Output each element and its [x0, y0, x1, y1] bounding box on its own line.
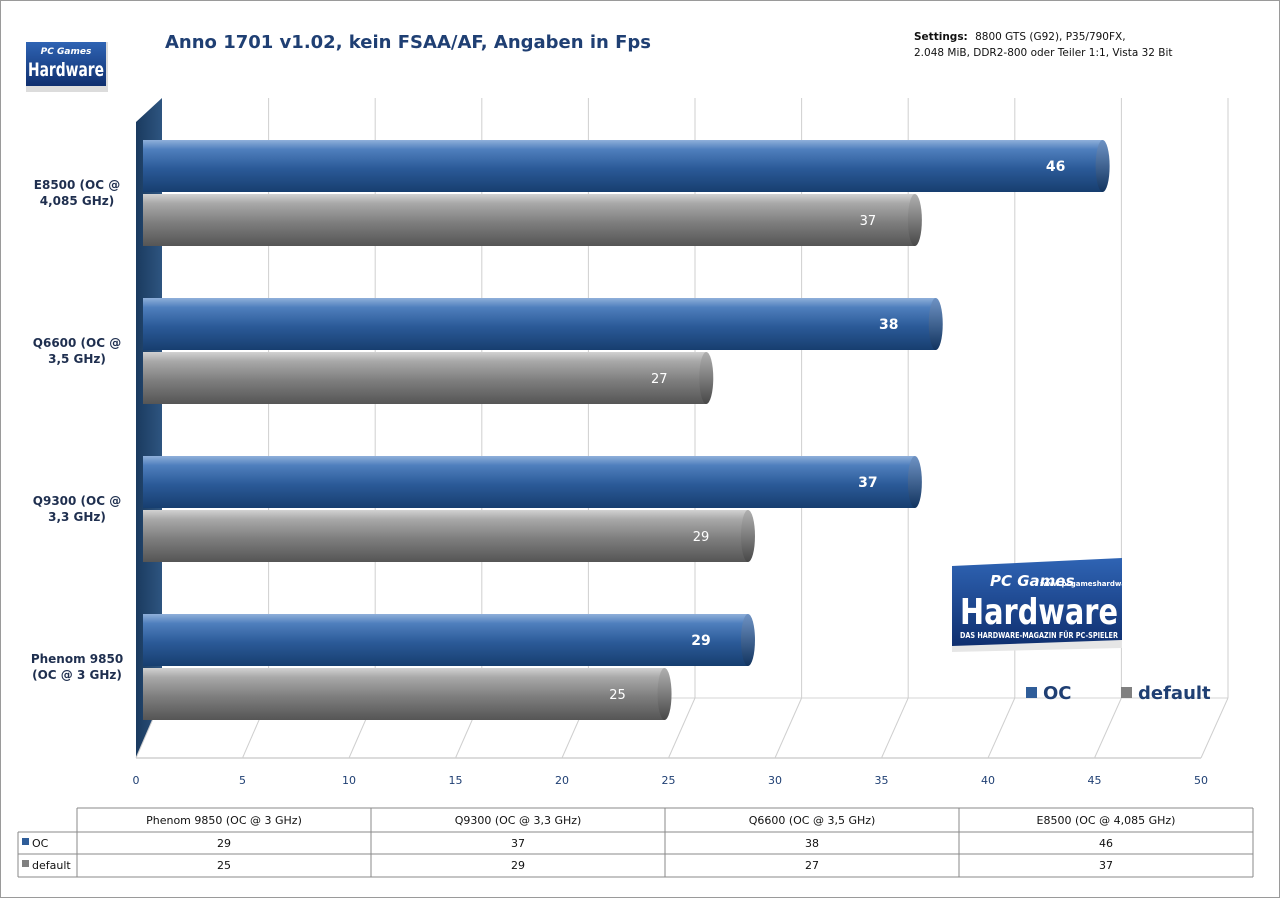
table-cell: 37 [1099, 859, 1113, 872]
bar-default-1 [143, 352, 707, 404]
logo-large-tagline: DAS HARDWARE-MAGAZIN FÜR PC-SPIELER [960, 630, 1118, 640]
category-label: Q9300 (OC @ [33, 494, 121, 508]
bar-cap-OC-2 [907, 456, 922, 508]
bar-OC-3 [143, 614, 748, 666]
legend-swatch-default [1121, 687, 1132, 698]
logo-large-text: Hardware [960, 592, 1118, 633]
settings-label: Settings: [914, 31, 968, 43]
table-cell: 27 [805, 859, 819, 872]
category-labels: E8500 (OC @ 4,085 GHz) Q6600 (OC @ 3,5 GHz)… [31, 178, 123, 682]
category-label: Q6600 (OC @ [33, 336, 121, 350]
legend: OC default [1026, 683, 1211, 704]
table-row-label: OC [32, 837, 49, 850]
logo-small-brand: PC Games [41, 47, 92, 57]
x-tick-label: 0 [133, 774, 140, 787]
table-cell: 46 [1099, 837, 1113, 850]
bar-OC-1 [143, 298, 936, 350]
logo-small-text: Hardware [28, 59, 104, 81]
bar-OC-2 [143, 456, 915, 508]
category-label: E8500 (OC @ [34, 178, 120, 192]
data-labels: 46 37 38 27 37 29 29 25 [609, 159, 1065, 703]
settings-line-1-text: 8800 GTS (G92), P35/790FX, [975, 31, 1125, 43]
x-tick-label: 10 [342, 774, 356, 787]
gridline-floor-25 [668, 697, 696, 759]
chart-title: Anno 1701 v1.02, kein FSAA/AF, Angaben i… [165, 32, 651, 53]
gridline-floor-45 [1094, 697, 1122, 759]
settings-line-1: Settings: 8800 GTS (G92), P35/790FX, [914, 31, 1126, 43]
table-header: E8500 (OC @ 4,085 GHz) [1037, 814, 1176, 827]
data-label-default-2: 29 [693, 530, 710, 545]
legend-swatch-oc [1026, 687, 1037, 698]
data-label-default-1: 27 [651, 372, 668, 387]
x-tick-label: 50 [1194, 774, 1208, 787]
bar-cap-default-0 [907, 194, 922, 246]
data-label-default-3: 25 [609, 688, 626, 703]
bar-cap-OC-1 [928, 298, 943, 350]
x-axis-tick-labels: 0 5 10 15 20 25 30 35 40 45 50 [133, 774, 1209, 787]
data-label-OC-1: 38 [879, 317, 898, 333]
x-tick-label: 15 [449, 774, 463, 787]
x-tick-label: 5 [239, 774, 246, 787]
bar-cap-default-2 [740, 510, 755, 562]
bar-default-0 [143, 194, 915, 246]
table-header: Q6600 (OC @ 3,5 GHz) [749, 814, 876, 827]
legend-label-default: default [1138, 683, 1211, 704]
table-cell: 29 [511, 859, 525, 872]
category-label: 3,5 GHz) [48, 352, 106, 366]
settings-line-2: 2.048 MiB, DDR2-800 oder Teiler 1:1, Vis… [914, 47, 1173, 59]
table-cell: 25 [217, 859, 231, 872]
data-label-OC-0: 46 [1046, 159, 1065, 175]
gridline-floor-30 [774, 697, 803, 759]
table-cell: 38 [805, 837, 819, 850]
x-tick-label: 20 [555, 774, 569, 787]
bar-cap-OC-3 [740, 614, 755, 666]
table-cell: 37 [511, 837, 525, 850]
logo-large-url: www.pcgameshardware.de [1040, 580, 1147, 588]
logo-large: PC Games www.pcgameshardware.de Hardware… [952, 558, 1147, 652]
bar-cap-default-1 [699, 352, 714, 404]
table-row-swatch [22, 860, 29, 867]
category-label: Phenom 9850 [31, 652, 123, 666]
table-header: Q9300 (OC @ 3,3 GHz) [455, 814, 582, 827]
x-tick-label: 25 [662, 774, 676, 787]
bar-cap-default-3 [657, 668, 672, 720]
table-row-swatch [22, 838, 29, 845]
x-tick-label: 40 [981, 774, 995, 787]
logo-large-brand: PC Games [990, 572, 1074, 590]
category-label: 3,3 GHz) [48, 510, 106, 524]
category-label: 4,085 GHz) [40, 194, 115, 208]
data-label-OC-3: 29 [691, 633, 710, 649]
bar-default-3 [143, 668, 665, 720]
data-label-default-0: 37 [860, 214, 877, 229]
data-table: Phenom 9850 (OC @ 3 GHz) Q9300 (OC @ 3,3 … [17, 807, 1254, 878]
category-label: (OC @ 3 GHz) [32, 668, 122, 682]
bars [143, 140, 1110, 720]
side-wall [136, 98, 162, 758]
x-tick-label: 35 [875, 774, 889, 787]
bar-OC-0 [143, 140, 1103, 192]
gridline-floor-35 [881, 697, 909, 759]
gridline-floor-50 [1200, 697, 1229, 759]
data-label-OC-2: 37 [858, 475, 877, 491]
legend-label-oc: OC [1043, 683, 1072, 704]
bar-default-2 [143, 510, 748, 562]
bar-cap-OC-0 [1095, 140, 1110, 192]
x-tick-label: 45 [1088, 774, 1102, 787]
gridline-floor-40 [987, 697, 1016, 759]
x-tick-label: 30 [768, 774, 782, 787]
table-header: Phenom 9850 (OC @ 3 GHz) [146, 814, 302, 827]
logo-small: PC Games Hardware [26, 42, 108, 92]
table-cell: 29 [217, 837, 231, 850]
table-row-label: default [32, 859, 71, 872]
